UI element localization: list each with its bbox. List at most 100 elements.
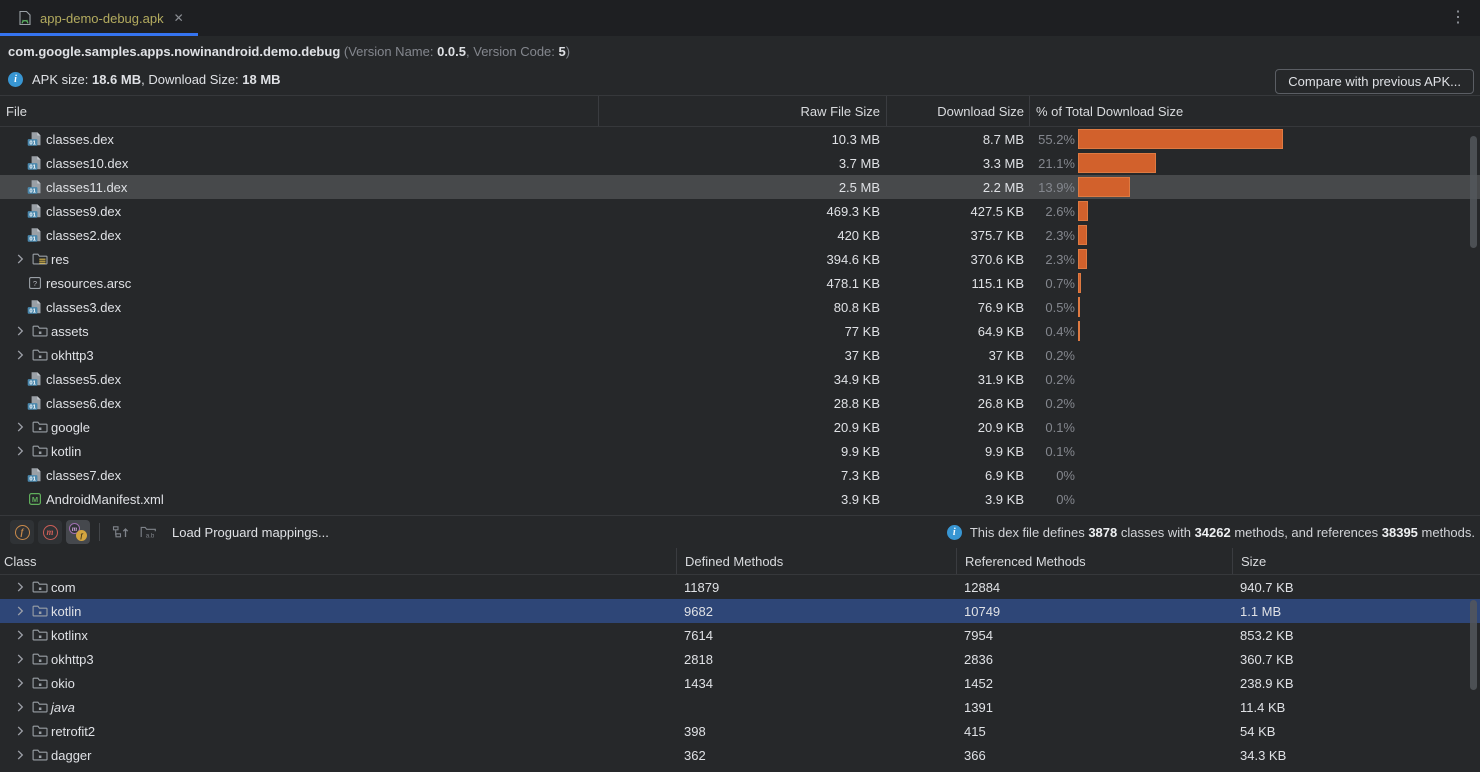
file-table-row[interactable]: 01 classes6.dex 28.8 KB 26.8 KB 0.2% — [0, 391, 1480, 415]
class-table-row[interactable]: kotlinx 7614 7954 853.2 KB — [0, 623, 1480, 647]
chevron-right-icon[interactable] — [12, 747, 28, 763]
column-header-size[interactable]: Size — [1232, 548, 1480, 574]
column-header-referenced-methods[interactable]: Referenced Methods — [956, 548, 1232, 574]
file-table-row[interactable]: google 20.9 KB 20.9 KB 0.1% — [0, 415, 1480, 439]
defined-methods-value: 7614 — [676, 628, 956, 643]
class-table-scrollbar[interactable] — [1470, 600, 1477, 690]
package-folder-icon — [32, 723, 48, 739]
file-table-row[interactable]: 01 classes2.dex 420 KB 375.7 KB 2.3% — [0, 223, 1480, 247]
chevron-right-icon[interactable] — [12, 347, 28, 363]
download-percent-bar — [1078, 297, 1080, 317]
class-table-row[interactable]: kotlin 9682 10749 1.1 MB — [0, 599, 1480, 623]
chevron-right-icon[interactable] — [12, 651, 28, 667]
sort-tree-icon[interactable] — [108, 520, 132, 544]
chevron-right-icon[interactable] — [12, 627, 28, 643]
file-table-row[interactable]: 01 classes11.dex 2.5 MB 2.2 MB 13.9% — [0, 175, 1480, 199]
class-table-row[interactable]: java 1391 11.4 KB — [0, 695, 1480, 719]
dex-file-icon: 01 — [27, 299, 43, 315]
show-methods-toggle-button[interactable]: m — [38, 520, 62, 544]
file-table-row[interactable]: assets 77 KB 64.9 KB 0.4% — [0, 319, 1480, 343]
file-table-body: 01 classes.dex 10.3 MB 8.7 MB 55.2% 01 c… — [0, 127, 1480, 511]
download-size-value: 2.2 MB — [886, 180, 1029, 195]
download-size-value: 76.9 KB — [886, 300, 1029, 315]
file-table-row[interactable]: 01 classes3.dex 80.8 KB 76.9 KB 0.5% — [0, 295, 1480, 319]
dex-class-table: Class Defined Methods Referenced Methods… — [0, 548, 1480, 772]
chevron-right-icon[interactable] — [12, 443, 28, 459]
file-table-row[interactable]: 01 classes9.dex 469.3 KB 427.5 KB 2.6% — [0, 199, 1480, 223]
percent-of-total-value: 0.5% — [1029, 300, 1075, 315]
size-value: 11.4 KB — [1232, 700, 1480, 715]
file-table-row[interactable]: res 394.6 KB 370.6 KB 2.3% — [0, 247, 1480, 271]
flatten-packages-icon[interactable]: a.b — [136, 520, 160, 544]
apk-info-header: com.google.samples.apps.nowinandroid.dem… — [0, 36, 1480, 96]
file-table-row[interactable]: 01 classes7.dex 7.3 KB 6.9 KB 0% — [0, 463, 1480, 487]
download-percent-bar — [1078, 201, 1088, 221]
file-table-row[interactable]: okhttp3 37 KB 37 KB 0.2% — [0, 343, 1480, 367]
apk-size-line: iAPK size: 18.6 MB, Download Size: 18 MB — [8, 67, 281, 91]
percent-of-total-value: 0.7% — [1029, 276, 1075, 291]
column-header-percent-of-total[interactable]: % of Total Download Size — [1029, 96, 1480, 126]
file-name: res — [51, 252, 69, 267]
raw-file-size-value: 2.5 MB — [598, 180, 886, 195]
file-name: classes7.dex — [46, 468, 121, 483]
size-value: 238.9 KB — [1232, 676, 1480, 691]
svg-text:01: 01 — [29, 404, 36, 410]
download-size-value: 20.9 KB — [886, 420, 1029, 435]
column-header-class[interactable]: Class — [0, 548, 676, 574]
file-name: classes6.dex — [46, 396, 121, 411]
raw-file-size-value: 9.9 KB — [598, 444, 886, 459]
chevron-right-icon[interactable] — [12, 723, 28, 739]
file-table-row[interactable]: 01 classes5.dex 34.9 KB 31.9 KB 0.2% — [0, 367, 1480, 391]
file-table-row[interactable]: ? resources.arsc 478.1 KB 115.1 KB 0.7% — [0, 271, 1480, 295]
class-table-row[interactable]: retrofit2 398 415 54 KB — [0, 719, 1480, 743]
compare-previous-apk-button[interactable]: Compare with previous APK... — [1275, 69, 1474, 94]
load-proguard-mappings-button[interactable]: Load Proguard mappings... — [172, 525, 329, 540]
column-header-download-size[interactable]: Download Size — [886, 96, 1029, 126]
dex-summary-line: i This dex file defines 3878 classes wit… — [947, 525, 1475, 540]
file-table-row[interactable]: 01 classes10.dex 3.7 MB 3.3 MB 21.1% — [0, 151, 1480, 175]
size-value: 853.2 KB — [1232, 628, 1480, 643]
raw-file-size-value: 3.9 KB — [598, 492, 886, 507]
file-table-row[interactable]: M AndroidManifest.xml 3.9 KB 3.9 KB 0% — [0, 487, 1480, 511]
file-table-row[interactable]: kotlin 9.9 KB 9.9 KB 0.1% — [0, 439, 1480, 463]
svg-text:a.b: a.b — [145, 533, 154, 540]
download-size-value: 427.5 KB — [886, 204, 1029, 219]
svg-text:01: 01 — [29, 164, 36, 170]
chevron-right-icon[interactable] — [12, 579, 28, 595]
percent-of-total-value: 0.4% — [1029, 324, 1075, 339]
class-table-row[interactable]: com 11879 12884 940.7 KB — [0, 575, 1480, 599]
package-folder-icon — [32, 579, 48, 595]
file-table-row[interactable]: 01 classes.dex 10.3 MB 8.7 MB 55.2% — [0, 127, 1480, 151]
chevron-right-icon[interactable] — [12, 323, 28, 339]
svg-text:01: 01 — [29, 308, 36, 314]
more-options-icon[interactable]: ⋮ — [1446, 7, 1470, 29]
file-table-scrollbar[interactable] — [1470, 136, 1477, 248]
show-fields-toggle-button[interactable]: f — [10, 520, 34, 544]
chevron-right-icon[interactable] — [12, 675, 28, 691]
close-icon[interactable]: ✕ — [174, 12, 184, 24]
chevron-right-icon[interactable] — [12, 251, 28, 267]
chevron-right-icon[interactable] — [12, 419, 28, 435]
tab-title: app-demo-debug.apk — [40, 11, 164, 26]
version-name: 0.0.5 — [437, 44, 466, 59]
defined-methods-count: 34262 — [1195, 525, 1231, 540]
raw-file-size-value: 20.9 KB — [598, 420, 886, 435]
download-percent-bar — [1078, 129, 1283, 149]
file-name: AndroidManifest.xml — [46, 492, 164, 507]
class-table-row[interactable]: dagger 362 366 34.3 KB — [0, 743, 1480, 767]
percent-of-total-value: 13.9% — [1029, 180, 1075, 195]
tab-apk-file[interactable]: app-demo-debug.apk ✕ — [0, 0, 198, 36]
class-table-row[interactable]: okhttp3 2818 2836 360.7 KB — [0, 647, 1480, 671]
column-header-defined-methods[interactable]: Defined Methods — [676, 548, 956, 574]
size-value: 940.7 KB — [1232, 580, 1480, 595]
chevron-right-icon[interactable] — [12, 699, 28, 715]
class-table-row[interactable]: okio 1434 1452 238.9 KB — [0, 671, 1480, 695]
size-value: 34.3 KB — [1232, 748, 1480, 763]
raw-file-size-value: 28.8 KB — [598, 396, 886, 411]
column-header-file[interactable]: File — [0, 96, 598, 126]
column-header-raw-file-size[interactable]: Raw File Size — [598, 96, 886, 126]
chevron-right-icon[interactable] — [12, 603, 28, 619]
show-referenced-nodes-toggle-button[interactable]: m f — [66, 520, 90, 544]
package-name: kotlinx — [51, 628, 88, 643]
referenced-field-icon: f — [76, 530, 87, 541]
